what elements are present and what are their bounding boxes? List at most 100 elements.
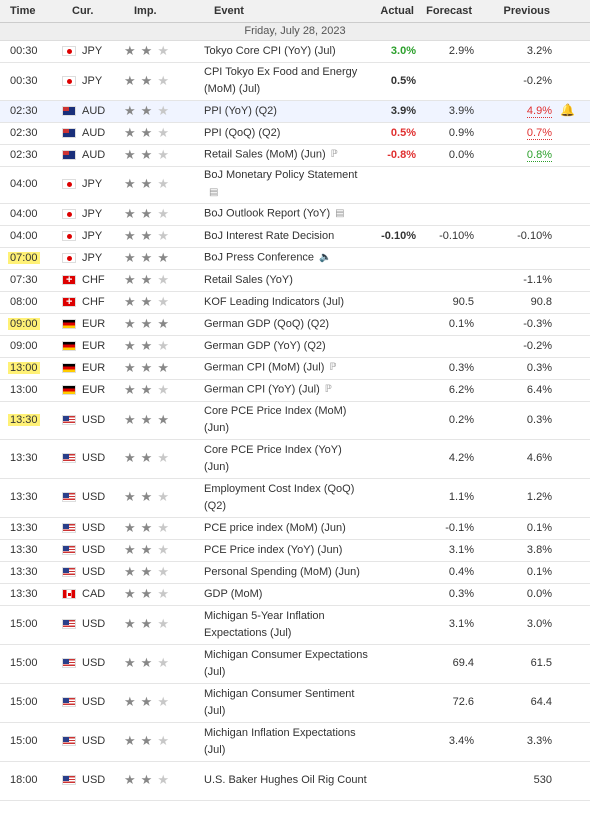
header-event[interactable]: Event xyxy=(204,0,372,23)
event-row[interactable]: 07:30CHF★★★Retail Sales (YoY)-1.1% xyxy=(0,269,590,292)
event-row[interactable]: 08:00CHF★★★KOF Leading Indicators (Jul)9… xyxy=(0,291,590,314)
alert-bell-icon[interactable]: 🔔 xyxy=(560,103,575,117)
event-name-cell: German CPI (MoM) (Jul) ℙ xyxy=(204,357,372,380)
event-name-link[interactable]: German GDP (QoQ) (Q2) xyxy=(204,317,330,330)
event-previous: 4.6% xyxy=(482,439,560,479)
event-name-link[interactable]: PPI (YoY) (Q2) xyxy=(204,104,277,117)
event-name-link[interactable]: Personal Spending (MoM) (Jun) xyxy=(204,565,360,578)
event-row[interactable]: 15:00 USD ★ ★ ★ Michigan Consumer Sentiment (… xyxy=(0,683,590,723)
event-name-link[interactable]: Tokyo Core CPI (YoY) (Jul) xyxy=(204,44,336,57)
event-row[interactable]: 04:00 JPY ★ ★ ★ BoJ Outlook Report (YoY) ▤ xyxy=(0,203,590,226)
event-time: 04:00 xyxy=(0,203,62,226)
event-name-link[interactable]: Michigan Consumer Sentiment (Jul) xyxy=(204,687,355,717)
event-previous: 530 xyxy=(482,761,560,801)
event-row[interactable]: 13:30 USD ★ ★ ★ Personal Spending (MoM) (Jun)… xyxy=(0,561,590,584)
event-name-link[interactable]: PPI (QoQ) (Q2) xyxy=(204,126,281,139)
event-row[interactable]: 04:00 JPY ★ ★ ★ BoJ Interest Rate Decision -0.… xyxy=(0,225,590,248)
importance-star-icon: ★ xyxy=(124,694,136,709)
importance-star-icon: ★ xyxy=(124,124,136,140)
event-time: 13:30 xyxy=(0,561,62,584)
event-time: 02:30 xyxy=(0,144,62,167)
event-name-link[interactable]: German CPI (YoY) (Jul) xyxy=(204,383,320,396)
event-row[interactable]: 00:30 JPY ★ ★ ★ Tokyo Core CPI (YoY) (Jul) 3.0… xyxy=(0,40,590,63)
event-name-link[interactable]: BoJ Press Conference xyxy=(204,251,315,264)
importance-star-icon: ★ xyxy=(124,655,136,670)
event-name-link[interactable]: GDP (MoM) xyxy=(204,587,263,600)
currency-code: USD xyxy=(82,413,106,426)
event-row[interactable]: 13:30 USD ★ ★ ★ PCE Price index (YoY) (Jun) 3.… xyxy=(0,539,590,562)
importance-star-icon: ★ xyxy=(140,585,153,601)
event-alert xyxy=(560,203,590,226)
importance-star-icon: ★ xyxy=(157,124,169,140)
event-name-link[interactable]: Employment Cost Index (QoQ) (Q2) xyxy=(204,482,355,512)
event-name-link[interactable]: KOF Leading Indicators (Jul) xyxy=(204,295,345,308)
header-currency[interactable]: Cur. xyxy=(62,0,124,23)
event-row[interactable]: 15:00 USD ★ ★ ★ Michigan Inflation Expectatio… xyxy=(0,722,590,762)
event-row[interactable]: 02:30 AUD ★ ★ ★ PPI (YoY) (Q2) 3.9% 3.9% 4.9% 🔔 xyxy=(0,100,590,123)
event-name-link[interactable]: German GDP (YoY) (Q2) xyxy=(204,339,326,352)
event-name-link[interactable]: Michigan Consumer Expectations (Jul) xyxy=(204,648,368,678)
event-currency: USD xyxy=(62,401,124,440)
event-time: 13:00 xyxy=(0,357,62,380)
event-row[interactable]: 09:00 EUR ★ ★ ★ German GDP (YoY) (Q2) -0.2% xyxy=(0,335,590,358)
event-name-link[interactable]: BoJ Monetary Policy Statement xyxy=(204,169,358,182)
header-importance[interactable]: Imp. xyxy=(124,0,204,23)
event-row[interactable]: 00:30 JPY ★ ★ ★ CPI Tokyo Ex Food and Energy … xyxy=(0,62,590,101)
event-row[interactable]: 13:00 EUR ★ ★ ★ German CPI (MoM) (Jul) ℙ 0.3% 0.… xyxy=(0,357,590,380)
event-row[interactable]: 13:30 USD ★ ★ ★ Core PCE Price Index (MoM) (J… xyxy=(0,401,590,440)
event-forecast: 0.2% xyxy=(424,401,482,440)
event-previous-value: 0.3% xyxy=(526,361,552,374)
event-name-link[interactable]: German CPI (MoM) (Jul) xyxy=(204,361,325,374)
event-name-link[interactable]: BoJ Outlook Report (YoY) xyxy=(204,207,331,220)
event-name-link[interactable]: Michigan Inflation Expectations (Jul) xyxy=(204,726,356,756)
event-row[interactable]: 13:30 USD ★ ★ ★ Employment Cost Index (QoQ) (… xyxy=(0,478,590,518)
event-row[interactable]: 02:30 AUD ★ ★ ★ PPI (QoQ) (Q2) 0.5% 0.9% 0.7% xyxy=(0,122,590,145)
flag-jp-icon xyxy=(62,252,76,263)
event-time: 02:30 xyxy=(0,122,62,145)
header-actual[interactable]: Actual xyxy=(372,0,424,23)
event-forecast xyxy=(424,203,482,226)
event-name-link[interactable]: Core PCE Price Index (YoY) (Jun) xyxy=(204,443,342,473)
event-actual: 0.5% xyxy=(372,62,424,101)
event-name-link[interactable]: Core PCE Price Index (MoM) (Jun) xyxy=(204,405,347,434)
event-row[interactable]: 13:30 CAD ★ ★ ★ GDP (MoM) 0.3% 0.0% xyxy=(0,583,590,606)
event-row[interactable]: 07:00 JPY ★ ★ ★ BoJ Press Conference 🔈 xyxy=(0,247,590,270)
event-previous: 0.1% xyxy=(482,561,560,584)
event-row[interactable]: 15:00 USD ★ ★ ★ Michigan 5-Year Inflation Exp… xyxy=(0,605,590,645)
event-name-link[interactable]: PCE Price index (YoY) (Jun) xyxy=(204,543,343,556)
event-actual xyxy=(372,561,424,584)
event-row[interactable]: 09:00 EUR ★ ★ ★ German GDP (QoQ) (Q2) 0.1% -0.3… xyxy=(0,313,590,336)
event-row[interactable]: 18:00 USD ★ ★ ★ U.S. Baker Hughes Oil Rig Cou… xyxy=(0,761,590,801)
event-name-link[interactable]: BoJ Interest Rate Decision xyxy=(204,229,335,242)
event-name-link[interactable]: Retail Sales (YoY) xyxy=(204,273,293,286)
event-currency: JPY xyxy=(62,166,124,204)
importance-star-icon: ★ xyxy=(140,563,153,579)
event-previous xyxy=(482,166,560,204)
event-name-link[interactable]: Michigan 5-Year Inflation Expectations (… xyxy=(204,609,325,639)
event-row[interactable]: 13:30 USD ★ ★ ★ Core PCE Price Index (YoY) (J… xyxy=(0,439,590,479)
header-time[interactable]: Time xyxy=(0,0,62,23)
event-row[interactable]: 04:00 JPY ★ ★ ★ BoJ Monetary Policy Statement… xyxy=(0,166,590,204)
event-row[interactable]: 13:30 USD ★ ★ ★ PCE price index (MoM) (Jun) -0… xyxy=(0,517,590,540)
event-row[interactable]: 15:00 USD ★ ★ ★ Michigan Consumer Expectation… xyxy=(0,644,590,684)
importance-star-icon: ★ xyxy=(157,176,169,191)
flag-jp-icon xyxy=(62,179,76,190)
event-previous: 0.1% xyxy=(482,517,560,540)
flag-us-icon xyxy=(62,522,76,533)
importance-star-icon: ★ xyxy=(157,616,169,631)
header-previous[interactable]: Previous xyxy=(482,0,560,23)
event-row[interactable]: 13:00 EUR ★ ★ ★ German CPI (YoY) (Jul) ℙ 6.2% 6.… xyxy=(0,379,590,402)
event-row[interactable]: 02:30 AUD ★ ★ ★ Retail Sales (MoM) (Jun) ℙ -0.8… xyxy=(0,144,590,167)
preliminary-icon: ℙ xyxy=(324,384,332,396)
event-name-cell: Michigan 5-Year Inflation Expectations (… xyxy=(204,605,372,645)
event-alert xyxy=(560,62,590,101)
event-name-link[interactable]: PCE price index (MoM) (Jun) xyxy=(204,521,346,534)
event-name-link[interactable]: U.S. Baker Hughes Oil Rig Count xyxy=(204,774,367,786)
event-name-link[interactable]: Retail Sales (MoM) (Jun) xyxy=(204,148,326,161)
event-alert xyxy=(560,247,590,270)
header-forecast[interactable]: Forecast xyxy=(424,0,482,23)
importance-star-icon: ★ xyxy=(157,694,169,709)
event-actual xyxy=(372,269,424,292)
event-name-link[interactable]: CPI Tokyo Ex Food and Energy (MoM) (Jul) xyxy=(204,66,358,95)
event-previous-value: 0.8% xyxy=(526,148,552,162)
